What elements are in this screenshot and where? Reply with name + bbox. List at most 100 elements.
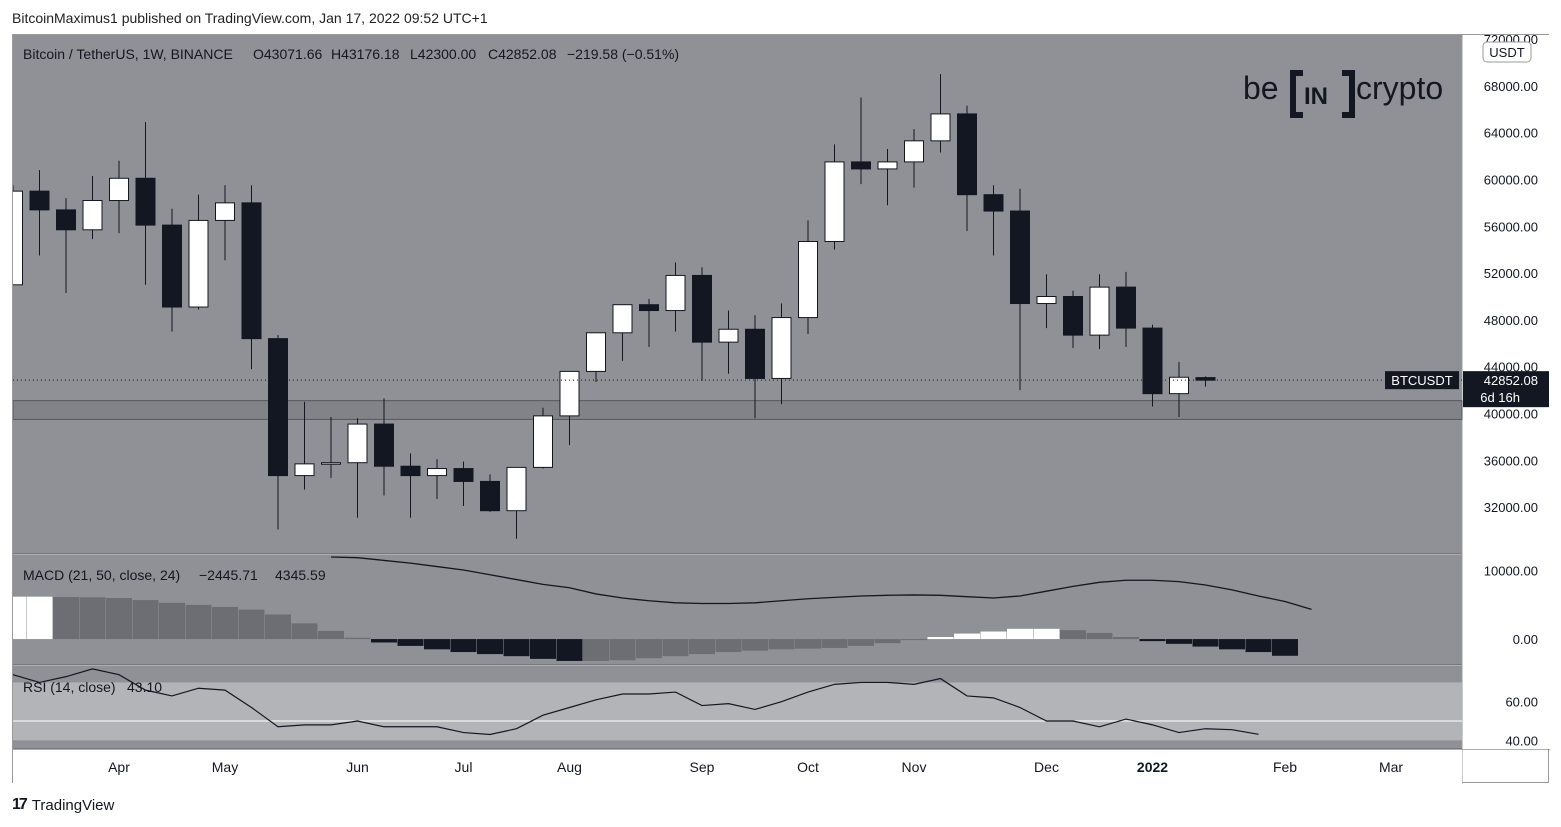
- macd-histogram-bar: [1033, 628, 1060, 640]
- candle-bearish: [135, 177, 156, 226]
- macd-histogram-bar: [238, 609, 265, 640]
- close-value: C42852.08: [488, 46, 557, 62]
- candle-bullish: [904, 140, 924, 163]
- macd-histogram-bar: [13, 596, 26, 640]
- rsi-axis-label: 60.00: [1505, 695, 1538, 710]
- price-axis-label: 48000.00: [1484, 313, 1538, 328]
- time-axis-label: 2022: [1137, 759, 1168, 775]
- time-axis-label: Jun: [346, 759, 369, 775]
- beincrypto-logo: be IN crypto: [1243, 70, 1443, 118]
- logo-text-be: be: [1243, 70, 1279, 106]
- candle-bullish: [506, 466, 527, 512]
- macd-histogram-bar: [450, 639, 477, 653]
- macd-histogram-bar: [1060, 630, 1086, 640]
- candle-bullish: [771, 317, 792, 379]
- publish-info: BitcoinMaximus1 published on TradingView…: [12, 10, 488, 26]
- macd-histogram-bar: [212, 606, 238, 640]
- macd-histogram-bar: [132, 600, 159, 640]
- macd-histogram-bar: [291, 623, 318, 640]
- macd-histogram-bar: [1272, 639, 1298, 656]
- time-axis-label: May: [212, 759, 238, 775]
- macd-legend[interactable]: MACD (21, 50, close, 24): [23, 567, 180, 583]
- macd-histogram-bar: [795, 639, 821, 649]
- candle-bearish: [1063, 296, 1083, 336]
- candle-bearish: [29, 190, 50, 211]
- candle-bullish: [559, 370, 580, 417]
- macd-histogram-value: −2445.71: [199, 567, 258, 583]
- macd-axis-label: 10000.00: [1484, 564, 1538, 579]
- macd-histogram-bar: [1086, 632, 1113, 640]
- macd-histogram-bar: [901, 639, 927, 641]
- candle-bullish: [188, 219, 209, 308]
- candle-bearish: [268, 338, 288, 477]
- macd-histogram-bar: [1192, 639, 1219, 647]
- candle-bearish: [453, 468, 474, 482]
- macd-histogram-bar: [954, 633, 980, 640]
- macd-histogram-bar: [689, 639, 715, 655]
- candle-bullish: [824, 161, 845, 242]
- macd-histogram-bar: [609, 639, 636, 661]
- chart-frame[interactable]: 32000.00 36000.00 40000.00 44000.00 48000.00…: [12, 34, 1550, 784]
- price-axis-label: 32000.00: [1484, 500, 1538, 515]
- macd-histogram-bar: [397, 639, 424, 646]
- macd-histogram-bar: [768, 639, 795, 650]
- time-axis-label: Aug: [557, 759, 582, 775]
- logo-bracket-left: [1290, 70, 1303, 118]
- macd-histogram-bar: [1113, 637, 1139, 640]
- candle-bearish: [851, 161, 871, 170]
- macd-histogram-bar: [742, 639, 768, 651]
- candle-bullish: [215, 202, 235, 221]
- candle-bearish: [162, 224, 182, 308]
- macd-axis-label: 0.00: [1513, 632, 1538, 647]
- rsi-legend[interactable]: RSI (14, close): [23, 679, 116, 695]
- price-axis-label: 44000.00: [1484, 360, 1538, 375]
- candle-bullish: [294, 463, 315, 477]
- time-scale[interactable]: [13, 750, 1462, 784]
- time-axis-label: Dec: [1034, 759, 1059, 775]
- macd-histogram-bar: [26, 596, 53, 640]
- time-axis-label: Sep: [690, 759, 715, 775]
- rsi-value: 43.10: [127, 679, 162, 695]
- macd-histogram-bar: [662, 639, 689, 657]
- macd-line: [330, 556, 1312, 610]
- macd-histogram-bar: [874, 639, 901, 644]
- rsi-axis-label: 40.00: [1505, 733, 1538, 748]
- price-axis-label: 68000.00: [1484, 79, 1538, 94]
- candle-bullish: [1089, 286, 1110, 336]
- candle-bearish: [692, 274, 712, 343]
- candle-bullish: [612, 304, 633, 334]
- last-price-tag: [1463, 371, 1549, 408]
- candle-bearish: [400, 465, 421, 477]
- candle-bullish: [347, 423, 368, 464]
- currency-badge[interactable]: [1482, 41, 1532, 63]
- macd-histogram-bar: [106, 598, 132, 640]
- currency-badge-text[interactable]: USDT: [1489, 45, 1524, 60]
- symbol-legend[interactable]: Bitcoin / TetherUS, 1W, BINANCE: [23, 46, 233, 62]
- candle-bullish: [718, 328, 739, 343]
- macd-histogram-bar: [980, 631, 1007, 640]
- candle-bearish: [1010, 210, 1030, 305]
- price-axis-label: 52000.00: [1484, 266, 1538, 281]
- tradingview-brand[interactable]: 17 TradingView: [12, 796, 114, 814]
- macd-histogram-bar: [556, 639, 583, 661]
- candle-bullish: [586, 332, 606, 372]
- macd-histogram-bar: [185, 604, 212, 640]
- candle-bullish: [1036, 296, 1057, 305]
- time-axis-label: Jul: [455, 759, 473, 775]
- candle-bullish: [82, 200, 103, 231]
- time-axis-label: Apr: [108, 759, 130, 775]
- price-axis-label: 40000.00: [1484, 407, 1538, 422]
- macd-line-value: 4345.59: [275, 567, 326, 583]
- macd-histogram-bar: [927, 637, 954, 640]
- candle-bearish: [983, 194, 1004, 212]
- symbol-tag: [1385, 371, 1459, 390]
- chart-canvas[interactable]: 32000.00 36000.00 40000.00 44000.00 48000.00…: [13, 35, 1550, 784]
- price-pane[interactable]: [13, 35, 1462, 554]
- macd-histogram-bar: [1166, 639, 1192, 644]
- macd-histogram-bar: [318, 630, 344, 640]
- candle-bullish: [321, 462, 341, 465]
- candle-bearish: [745, 328, 765, 379]
- last-price-text: 42852.08: [1484, 373, 1538, 388]
- macd-histogram-bar: [477, 639, 503, 655]
- candle-bullish: [109, 177, 129, 202]
